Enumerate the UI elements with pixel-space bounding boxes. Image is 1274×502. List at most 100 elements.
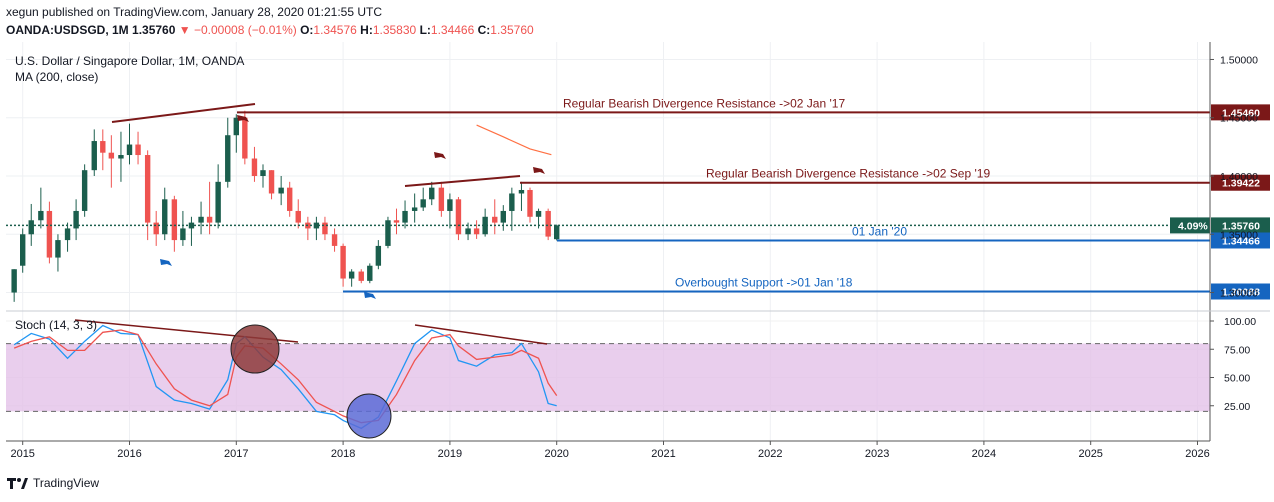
candle-body [278,187,284,194]
price-label-bg [1211,217,1270,234]
open-value: 1.34576 [313,23,357,37]
y-tick-label: 100.00 [1224,316,1256,328]
candle-body [554,225,560,240]
ma-200-line [476,124,552,156]
candle-body [153,222,159,235]
overbought-circle-icon [230,324,280,374]
x-tick-label: 2020 [544,448,568,460]
candle-body [492,216,498,223]
candle-body [429,187,435,200]
divergence-line [404,175,521,187]
candle-body [11,269,17,293]
candle-body [420,199,426,208]
x-tick-label: 2019 [438,448,462,460]
candle-body [225,135,231,182]
candle-body [411,207,418,211]
candle-body [206,216,213,223]
price-label: 1.45460 [1222,107,1260,119]
chart-legend: U.S. Dollar / Singapore Dollar, 1M, OAND… [15,53,244,85]
candles [11,110,560,302]
price-label: 1.39422 [1222,178,1260,190]
tradingview-logo-icon [7,478,28,489]
overbought-oversold-band [6,343,1210,412]
candle-body [242,117,248,159]
header: xegun published on TradingView.com, Janu… [6,4,534,38]
chart-title: U.S. Dollar / Singapore Dollar, 1M, OAND… [15,54,245,68]
candle-body [295,210,301,223]
price-label-bg [1211,104,1270,121]
y-tick-label: 50.00 [1224,373,1250,385]
y-tick-label: 75.00 [1224,344,1250,356]
candle-body [38,210,44,221]
bearish-arrow-icon [237,115,249,122]
candle-body [28,220,34,235]
publisher-line: xegun published on TradingView.com, Janu… [6,5,383,19]
candle-body [108,152,115,159]
candle-body [46,210,53,258]
candle-body [375,245,382,266]
divergence-line [111,103,256,123]
change: −0.00008 (−0.01%) [193,23,297,37]
candle-body [180,228,186,241]
bearish-arrow-icon-shape [237,115,249,122]
high-value: 1.35830 [372,23,417,37]
x-tick-label: 2018 [331,448,355,460]
down-arrow-icon: ▼ [178,23,191,37]
divergence-line [414,324,548,345]
candle-body [367,265,373,281]
x-tick-label: 2023 [865,448,889,460]
candle-body [251,158,258,176]
candle-body [64,228,71,241]
price-label-bg [1211,232,1270,249]
candle-body [518,189,525,194]
pct-label-bg [1170,217,1210,234]
candle-body [162,199,168,235]
candle-body [287,187,293,211]
candle-body [215,181,221,223]
candle-body [118,155,124,159]
level-annotation: Regular Bearish Divergence Resistance ->… [706,167,990,181]
candle-body [402,210,408,223]
y-tick-label: 1.50000 [1220,54,1258,66]
candle-body [55,240,61,258]
x-tick-label: 2022 [758,448,782,460]
y-tick-label: 1.45000 [1220,113,1258,125]
candle-body [233,117,239,136]
axes [6,42,1270,442]
candle-body [473,228,480,235]
bearish-arrow-icon [533,167,545,174]
bearish-arrow-icon-shape [434,152,446,159]
candle-body [385,220,391,246]
stoch-lines [13,324,558,430]
bullish-arrow-icon [364,292,376,299]
candle-body [171,199,178,241]
candle-body [500,210,506,223]
candle-body [465,228,471,235]
bearish-arrow-icon [434,152,446,159]
close-value: 1.35760 [490,23,534,37]
candle-body [20,234,26,266]
candle-body [482,216,488,235]
markers [160,115,545,439]
candle-body [260,170,266,176]
candle-body [322,222,328,235]
candle-body [144,155,151,223]
x-tick-label: 2024 [972,448,996,460]
candle-body [340,245,346,279]
candle-body [268,170,275,194]
candle-body [81,170,88,211]
x-tick-label: 2021 [651,448,675,460]
stoch-label: Stoch (14, 3, 3) [15,318,98,332]
bullish-arrow-icon [160,259,172,266]
candle-body [313,222,320,229]
stoch-band [6,343,1210,412]
bearish-arrow-icon-shape [533,167,545,174]
last-price: 1.35760 [132,23,176,37]
x-tick-label: 2015 [10,448,34,460]
price-label: 1.30088 [1222,286,1260,298]
symbol-line: OANDA:USDSGD, 1M 1.35760 ▼ −0.00008 (−0.… [6,23,534,37]
y-tick-label: 1.40000 [1220,171,1258,183]
candle-body [527,189,533,217]
y-tick-label: 1.30000 [1220,288,1258,300]
